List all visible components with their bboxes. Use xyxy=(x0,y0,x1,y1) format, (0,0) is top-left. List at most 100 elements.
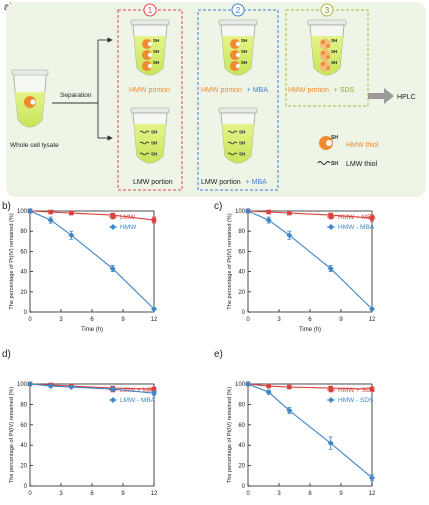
lmw-thiol-icon xyxy=(227,141,238,145)
data-point xyxy=(265,217,272,224)
legend-marker xyxy=(328,214,334,220)
y-tick-label: 20 xyxy=(238,464,245,470)
legend-label: LMW - MBA xyxy=(120,397,156,404)
y-tick-label: 80 xyxy=(238,229,245,235)
x-tick-label: 12 xyxy=(151,491,158,497)
denatured-hmw-thiol-icon xyxy=(319,38,331,50)
y-tick-label: 0 xyxy=(242,484,246,490)
data-point xyxy=(151,305,157,312)
y-tick-label: 100 xyxy=(17,382,28,388)
lmw-thiol-icon xyxy=(227,152,238,156)
sh-label: SH xyxy=(331,49,337,54)
y-tick-label: 80 xyxy=(20,402,27,408)
chart-b: b) 0 20 40 60 80 100 0 3 6 9 12 Time (h) The percenta… xyxy=(2,201,158,333)
sh-label: SH xyxy=(239,130,245,135)
y-tick-label: 60 xyxy=(238,423,245,429)
thiol-legend: SH HMW thiol SH LMW thiol xyxy=(317,135,379,168)
legend-label: HMW xyxy=(120,224,137,231)
legend-lmw-thiol-icon xyxy=(317,161,331,165)
y-axis-label: The percentage of Pt(IV) remained (%) xyxy=(227,213,233,310)
legend-entry: LMW - MBA xyxy=(109,397,156,404)
x-tick-label: 0 xyxy=(246,491,250,497)
svg-text:1: 1 xyxy=(148,6,153,15)
legend-entry: HMW xyxy=(109,224,137,231)
legend-label: HMW + MBA xyxy=(338,214,376,221)
y-tick-label: 0 xyxy=(24,484,28,490)
x-tick-label: 6 xyxy=(90,317,94,323)
denatured-hmw-thiol-icon xyxy=(319,49,331,61)
hmw-thiol-icon xyxy=(142,50,153,60)
panel-label: d) xyxy=(2,349,11,360)
y-tick-label: 40 xyxy=(238,270,245,276)
y-tick-label: 20 xyxy=(20,464,27,470)
data-point xyxy=(369,474,375,481)
x-tick-label: 0 xyxy=(28,317,32,323)
y-tick-label: 60 xyxy=(20,423,27,429)
data-point xyxy=(266,209,271,215)
data-point xyxy=(48,209,53,215)
data-point xyxy=(68,384,75,391)
hmw-thiol-icon xyxy=(230,61,241,71)
box-2-mba-text: + MBA xyxy=(247,87,269,94)
data-point xyxy=(47,217,54,224)
sh-label: SH xyxy=(241,49,247,54)
x-tick-label: 12 xyxy=(151,317,158,323)
tube-hmw: SH SH SH xyxy=(130,19,170,76)
legend-entry: LMW xyxy=(109,214,136,221)
hplc-label: HPLC xyxy=(397,94,416,101)
data-point xyxy=(69,210,74,216)
x-tick-label: 6 xyxy=(308,491,312,497)
y-tick-label: 60 xyxy=(238,249,245,255)
data-point xyxy=(327,440,334,447)
data-point xyxy=(27,208,33,214)
y-tick-label: 60 xyxy=(20,249,27,255)
x-tick-label: 9 xyxy=(121,317,125,323)
series-1 xyxy=(27,208,157,312)
lmw-thiol-icon xyxy=(227,130,238,134)
data-point xyxy=(266,383,271,389)
legend-label: HMW - SDS xyxy=(338,397,374,404)
panel-a: a) Whole cell lysate Separation 1 xyxy=(4,2,426,197)
box-2-hmw-label: HMW portion + MBA xyxy=(201,87,268,94)
legend-marker xyxy=(110,224,116,230)
box-number-1: 1 xyxy=(143,3,157,17)
y-tick-label: 100 xyxy=(235,209,246,215)
tube-lmw: SH SH SH xyxy=(218,107,258,164)
legend-label: LMW + MBA xyxy=(120,387,157,394)
y-tick-label: 40 xyxy=(20,443,27,449)
sh-label: SH xyxy=(151,141,157,146)
legend-lmw-thiol-label: LMW thiol xyxy=(346,161,378,168)
x-tick-label: 12 xyxy=(369,491,376,497)
denatured-hmw-thiol-icon xyxy=(319,60,331,72)
data-point xyxy=(151,217,157,223)
data-point xyxy=(286,407,293,414)
y-tick-label: 20 xyxy=(20,290,27,296)
x-tick-label: 0 xyxy=(28,491,32,497)
hmw-thiol-icon xyxy=(142,39,153,49)
data-point xyxy=(286,232,293,239)
chart-c: c) 0 20 40 60 80 100 0 3 6 9 12 Time (h) The percenta… xyxy=(214,201,376,333)
sh-label: SH xyxy=(239,152,245,157)
legend-label: HMW - MBA xyxy=(338,224,375,231)
box-2-hmw-text: HMW portion xyxy=(201,87,242,94)
data-point xyxy=(27,381,33,387)
y-tick-label: 100 xyxy=(235,382,246,388)
x-tick-label: 9 xyxy=(121,491,125,497)
legend-marker xyxy=(328,397,334,403)
legend-entry: HMW + SDS xyxy=(327,387,376,394)
x-tick-label: 12 xyxy=(369,317,376,323)
sh-label: SH xyxy=(241,38,247,43)
panel-label: b) xyxy=(2,201,11,212)
box-number-3: 3 xyxy=(320,3,334,17)
sh-label: SH xyxy=(153,60,159,65)
data-point xyxy=(369,305,375,312)
x-tick-label: 3 xyxy=(59,317,63,323)
legend-hmw-thiol-label: HMW thiol xyxy=(346,142,379,149)
box-3-sds-text: + SDS xyxy=(334,87,355,94)
y-tick-label: 20 xyxy=(238,290,245,296)
data-point xyxy=(369,215,375,221)
box-1-hmw-label: HMW portion xyxy=(129,87,170,94)
